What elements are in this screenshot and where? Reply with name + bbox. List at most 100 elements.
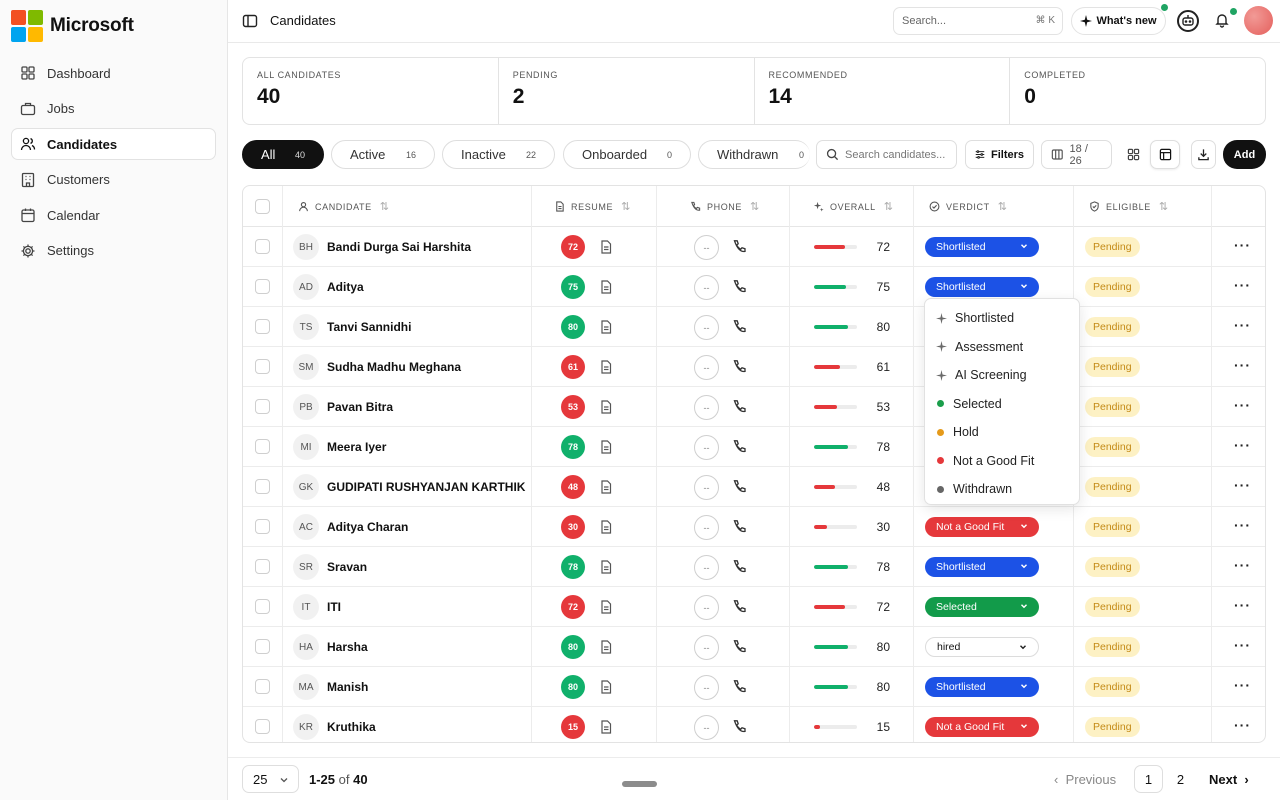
more-actions-icon[interactable]: ···: [1234, 637, 1251, 653]
candidate-name[interactable]: Aditya Charan: [327, 520, 409, 534]
phone-icon[interactable]: [732, 559, 747, 574]
verdict-option-not-a-good-fit[interactable]: Not a Good Fit: [925, 447, 1079, 476]
document-icon[interactable]: [600, 640, 612, 654]
more-actions-icon[interactable]: ···: [1234, 517, 1251, 533]
candidate-name[interactable]: GUDIPATI RUSHYANJAN KARTHIK: [327, 480, 526, 494]
column-header-verdict[interactable]: VERDICT ⇅: [929, 186, 1008, 227]
sort-icon[interactable]: ⇅: [379, 201, 390, 213]
document-icon[interactable]: [600, 240, 612, 254]
verdict-option-ai-screening[interactable]: AI Screening: [925, 361, 1079, 390]
sort-icon[interactable]: ⇅: [621, 201, 631, 213]
more-actions-icon[interactable]: ···: [1234, 397, 1251, 413]
table-row[interactable]: HA Harsha 80 -- 80 hired Pending ···: [243, 627, 1265, 667]
sort-icon[interactable]: ⇅: [1158, 201, 1169, 213]
next-page-button[interactable]: Next ›: [1209, 772, 1249, 787]
document-icon[interactable]: [600, 720, 612, 734]
phone-icon[interactable]: [732, 719, 747, 734]
more-actions-icon[interactable]: ···: [1234, 677, 1251, 693]
tab-active[interactable]: Active 16: [331, 140, 435, 169]
more-actions-icon[interactable]: ···: [1234, 557, 1251, 573]
more-actions-icon[interactable]: ···: [1234, 317, 1251, 333]
row-checkbox[interactable]: [255, 239, 270, 254]
table-row[interactable]: SM Sudha Madhu Meghana 61 -- 61 Pending ···: [243, 347, 1265, 387]
table-view-button[interactable]: [1150, 140, 1180, 169]
verdict-select[interactable]: Shortlisted: [925, 237, 1039, 257]
more-actions-icon[interactable]: ···: [1234, 237, 1251, 253]
verdict-option-selected[interactable]: Selected: [925, 390, 1079, 419]
phone-icon[interactable]: [732, 319, 747, 334]
verdict-select[interactable]: Not a Good Fit: [925, 717, 1039, 737]
table-row[interactable]: GK GUDIPATI RUSHYANJAN KARTHIK 48 -- 48 Pendi…: [243, 467, 1265, 507]
verdict-select[interactable]: hired: [925, 637, 1039, 657]
sidebar-toggle-icon[interactable]: [242, 13, 258, 29]
scroll-handle[interactable]: [622, 781, 657, 787]
column-header-resume[interactable]: RESUME ⇅: [554, 186, 631, 227]
verdict-select[interactable]: Not a Good Fit: [925, 517, 1039, 537]
sort-icon[interactable]: ⇅: [750, 201, 760, 213]
column-header-eligible[interactable]: ELIGIBLE ⇅: [1089, 186, 1169, 227]
candidate-name[interactable]: Meera Iyer: [327, 440, 387, 454]
phone-icon[interactable]: [732, 279, 747, 294]
document-icon[interactable]: [600, 320, 612, 334]
tab-onboarded[interactable]: Onboarded 0: [563, 140, 691, 169]
page-button-2[interactable]: 2: [1176, 771, 1185, 787]
sidebar-item-dashboard[interactable]: Dashboard: [11, 57, 216, 89]
tab-inactive[interactable]: Inactive 22: [442, 140, 555, 169]
add-candidate-button[interactable]: Add: [1223, 140, 1266, 169]
candidate-name[interactable]: Bandi Durga Sai Harshita: [327, 240, 472, 254]
document-icon[interactable]: [600, 560, 612, 574]
document-icon[interactable]: [600, 680, 612, 694]
assistant-bot-icon[interactable]: [1177, 10, 1199, 32]
document-icon[interactable]: [600, 600, 612, 614]
previous-page-button[interactable]: ‹ Previous: [1054, 772, 1117, 787]
candidate-name[interactable]: Tanvi Sannidhi: [327, 320, 412, 334]
sidebar-item-candidates[interactable]: Candidates: [11, 128, 216, 160]
row-checkbox[interactable]: [255, 359, 270, 374]
table-row[interactable]: IT ITI 72 -- 72 Selected Pending ···: [243, 587, 1265, 627]
column-header-candidate[interactable]: CANDIDATE ⇅: [298, 186, 390, 227]
columns-button[interactable]: 18 / 26: [1041, 140, 1112, 169]
verdict-select[interactable]: Shortlisted: [925, 557, 1039, 577]
grid-view-button[interactable]: [1118, 140, 1148, 169]
verdict-option-withdrawn[interactable]: Withdrawn: [925, 475, 1079, 504]
more-actions-icon[interactable]: ···: [1234, 437, 1251, 453]
more-actions-icon[interactable]: ···: [1234, 717, 1251, 733]
user-avatar[interactable]: [1244, 6, 1273, 35]
phone-icon[interactable]: [732, 399, 747, 414]
phone-icon[interactable]: [732, 359, 747, 374]
row-checkbox[interactable]: [255, 719, 270, 734]
tab-all[interactable]: All 40: [242, 140, 324, 169]
row-checkbox[interactable]: [255, 679, 270, 694]
sidebar-item-jobs[interactable]: Jobs: [11, 93, 216, 125]
more-actions-icon[interactable]: ···: [1234, 277, 1251, 293]
row-checkbox[interactable]: [255, 319, 270, 334]
candidate-name[interactable]: Harsha: [327, 640, 368, 654]
document-icon[interactable]: [600, 480, 612, 494]
document-icon[interactable]: [600, 520, 612, 534]
table-row[interactable]: MA Manish 80 -- 80 Shortlisted Pending ···: [243, 667, 1265, 707]
phone-icon[interactable]: [732, 519, 747, 534]
sort-icon[interactable]: ⇅: [997, 201, 1008, 213]
phone-icon[interactable]: [732, 679, 747, 694]
candidate-name[interactable]: Manish: [327, 680, 369, 694]
whats-new-button[interactable]: What's new: [1071, 7, 1166, 35]
row-checkbox[interactable]: [255, 639, 270, 654]
candidate-name[interactable]: Pavan Bitra: [327, 400, 394, 414]
document-icon[interactable]: [600, 360, 612, 374]
row-checkbox[interactable]: [255, 599, 270, 614]
download-button[interactable]: [1191, 140, 1216, 169]
row-checkbox[interactable]: [255, 519, 270, 534]
phone-icon[interactable]: [732, 639, 747, 654]
document-icon[interactable]: [600, 440, 612, 454]
sort-icon[interactable]: ⇅: [883, 201, 894, 213]
row-checkbox[interactable]: [255, 479, 270, 494]
row-checkbox[interactable]: [255, 559, 270, 574]
verdict-select[interactable]: Shortlisted: [925, 677, 1039, 697]
table-row[interactable]: PB Pavan Bitra 53 -- 53 Pending ···: [243, 387, 1265, 427]
phone-icon[interactable]: [732, 239, 747, 254]
candidate-name[interactable]: Aditya: [327, 280, 364, 294]
sidebar-item-customers[interactable]: Customers: [11, 164, 216, 196]
sidebar-item-calendar[interactable]: Calendar: [11, 199, 216, 231]
table-row[interactable]: AD Aditya 75 -- 75 Shortlisted Pending ···: [243, 267, 1265, 307]
verdict-option-assessment[interactable]: Assessment: [925, 333, 1079, 362]
